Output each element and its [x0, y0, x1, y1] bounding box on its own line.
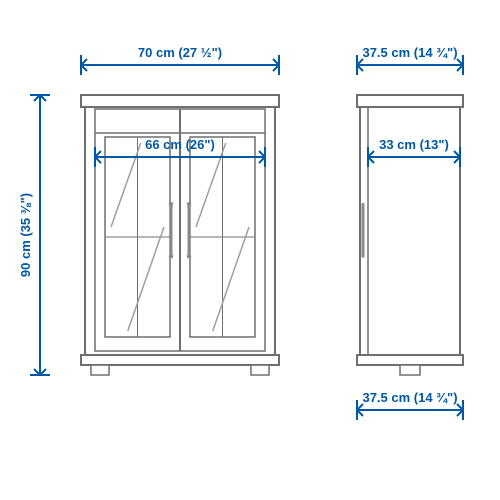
dim-front-height: [30, 95, 50, 375]
dim-front-width-label: 70 cm (27 ½"): [138, 45, 222, 60]
dimension-drawing: 70 cm (27 ½") 66 cm (26") 90 cm (35 ⅜") 37.…: [0, 0, 500, 500]
dim-side-inner-depth-label: 33 cm (13"): [379, 137, 449, 152]
dim-front-height-label: 90 cm (35 ⅜"): [18, 193, 33, 277]
dim-side-depth-top-label: 37.5 cm (14 ¾"): [362, 45, 457, 60]
dim-side-depth-bottom-label: 37.5 cm (14 ¾"): [362, 390, 457, 405]
dim-front-inner-width-label: 66 cm (26"): [145, 137, 215, 152]
